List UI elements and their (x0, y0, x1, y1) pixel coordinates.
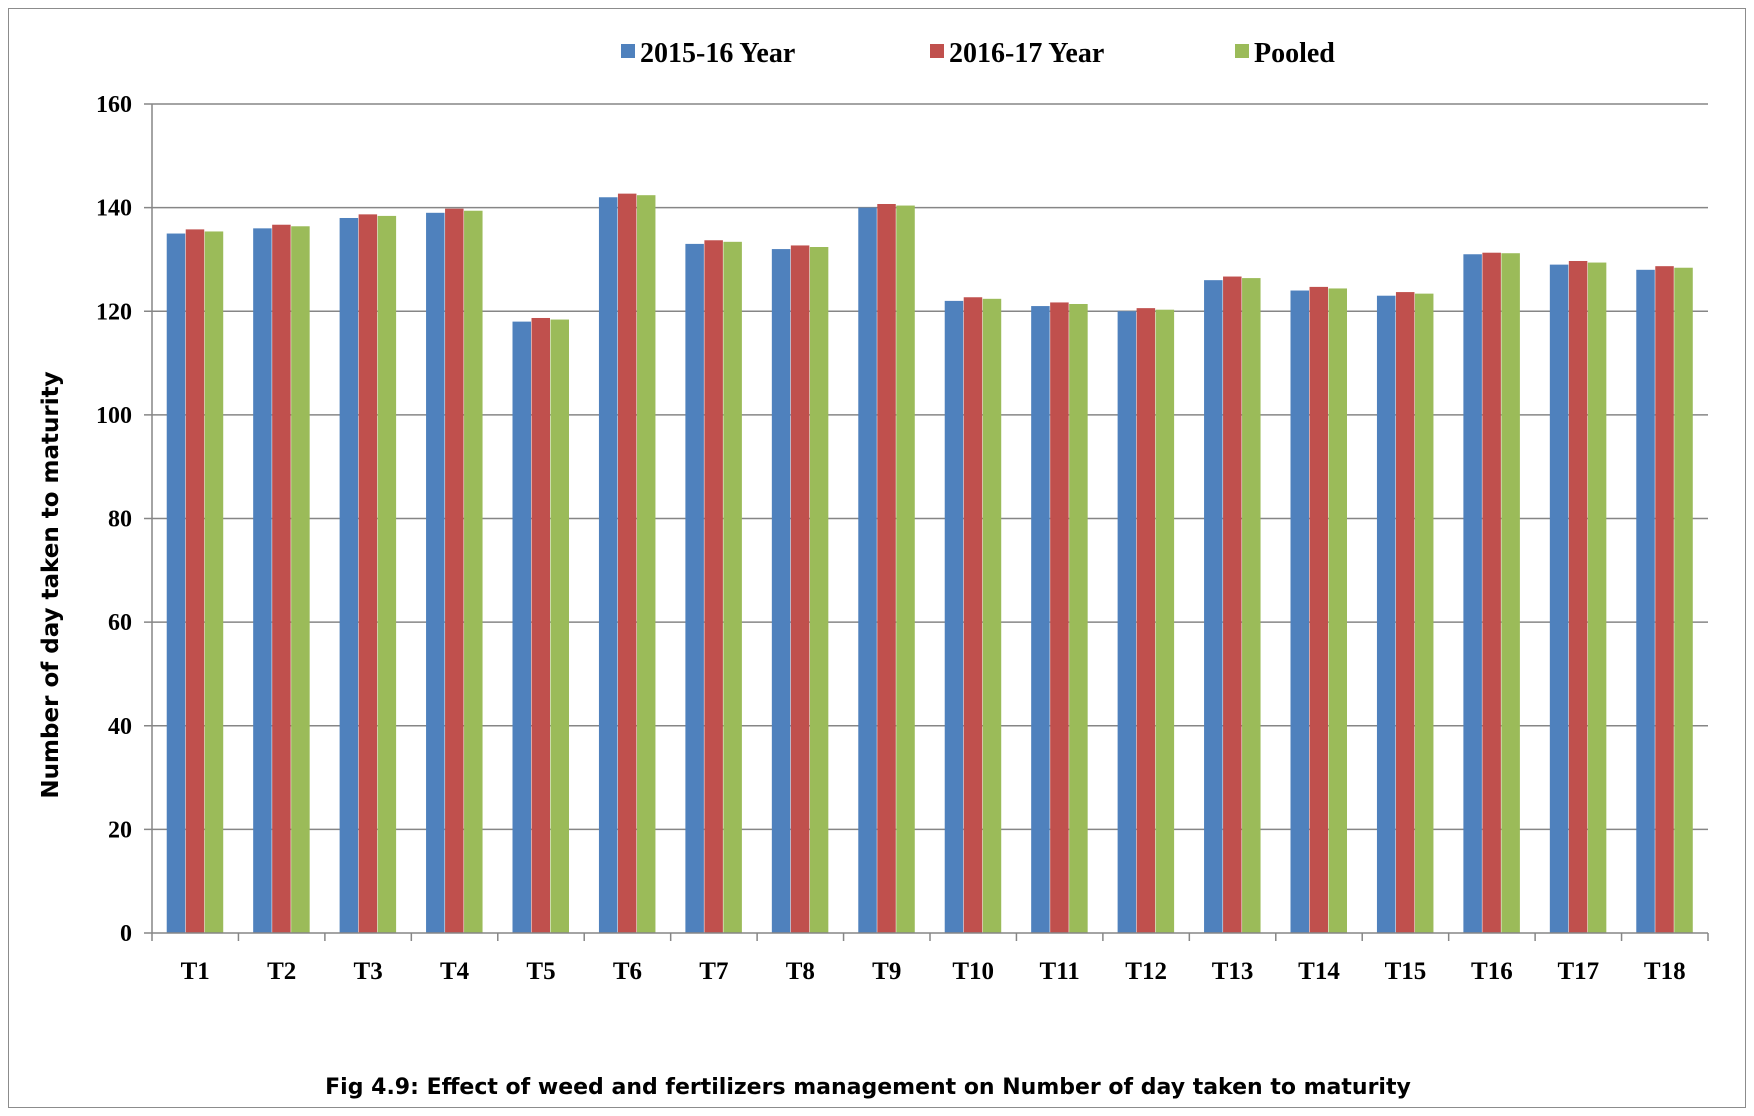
legend-label-series-2: 2016-17 Year (949, 38, 1104, 69)
bar-t3-series-2 (358, 214, 378, 934)
x-tick-label: T12 (1125, 958, 1167, 985)
x-tick-label: T2 (267, 958, 296, 985)
bar-t9-series-1 (858, 207, 877, 933)
bar-t9-series-2 (877, 203, 896, 934)
bar-t18-series-2 (1655, 266, 1674, 934)
x-tick-label: T13 (1212, 958, 1254, 985)
x-tick-labels: T1 T2 T3 T4 T5 T6 T7 T8 T9 T10 T11 T12 T13 T14 T15 T16 T… (181, 958, 1686, 985)
bar-t18-series-1 (1636, 269, 1655, 933)
bar-t15-series-1 (1376, 295, 1396, 933)
bar-t14-series-1 (1290, 290, 1309, 933)
x-tick-label: T4 (440, 958, 470, 985)
bar-t11-series-1 (1031, 306, 1050, 934)
x-tick-label: T3 (354, 958, 383, 985)
bar-t6-series-3 (636, 195, 656, 933)
legend-swatch-series-1 (621, 44, 635, 58)
x-tick-label: T18 (1644, 958, 1686, 985)
bar-t14-series-2 (1309, 286, 1328, 933)
bar-t8-series-2 (790, 245, 810, 933)
x-tick-label: T7 (699, 958, 728, 985)
bar-t17-series-3 (1587, 262, 1607, 933)
legend-swatch-series-2 (930, 44, 944, 58)
y-tick-label: 40 (108, 714, 132, 740)
y-tick-label: 60 (108, 610, 132, 636)
bar-t17-series-2 (1568, 260, 1588, 933)
bar-t7-series-1 (685, 243, 704, 934)
bar-t5-series-1 (512, 321, 531, 933)
x-tick-label: T17 (1557, 958, 1599, 985)
legend-label-series-3: Pooled (1254, 38, 1335, 69)
bar-t13-series-2 (1223, 276, 1242, 933)
bar-t10-series-1 (944, 300, 964, 933)
bar-t5-series-2 (531, 317, 550, 934)
x-tick-label: T8 (786, 958, 815, 985)
bar-t5-series-3 (550, 319, 569, 933)
bar-t17-series-1 (1549, 264, 1569, 933)
bar-t13-series-1 (1204, 280, 1223, 934)
y-tick-label: 20 (108, 817, 132, 843)
bar-t1-series-3 (204, 231, 224, 934)
bar-t2-series-2 (272, 224, 291, 933)
bars (166, 193, 1693, 934)
bar-t14-series-3 (1328, 288, 1347, 933)
bar-t16-series-1 (1463, 254, 1482, 934)
x-tick-label: T16 (1471, 958, 1513, 985)
bar-t16-series-3 (1501, 253, 1520, 934)
bar-t15-series-3 (1414, 293, 1434, 933)
x-tick-label: T10 (952, 958, 994, 985)
bar-t8-series-3 (809, 247, 829, 933)
bar-t11-series-2 (1050, 302, 1069, 933)
y-axis-title: Number of day taken to maturity (38, 371, 64, 798)
bar-t16-series-2 (1482, 252, 1501, 933)
legend: 2015-16 Year 2016-17 Year Pooled (621, 38, 1335, 69)
bar-t4-series-2 (445, 208, 464, 933)
bar-t7-series-2 (704, 240, 723, 934)
x-tick-label: T5 (526, 958, 555, 985)
y-tick-label: 100 (96, 403, 132, 429)
bar-t3-series-1 (339, 217, 359, 934)
bar-t6-series-1 (598, 197, 618, 933)
bar-t12-series-1 (1117, 311, 1137, 933)
x-tick-label: T1 (181, 958, 210, 985)
bar-t12-series-2 (1136, 308, 1156, 933)
bar-t10-series-3 (982, 298, 1002, 933)
bar-t9-series-3 (896, 205, 915, 934)
x-tick-label: T11 (1040, 958, 1080, 985)
legend-label-series-1: 2015-16 Year (640, 38, 795, 69)
bar-t11-series-3 (1069, 303, 1088, 934)
bar-t13-series-3 (1242, 278, 1261, 934)
bar-t7-series-3 (723, 241, 742, 934)
x-tick-label: T15 (1385, 958, 1427, 985)
x-tick-label: T6 (613, 958, 642, 985)
bar-t15-series-2 (1395, 292, 1415, 934)
bar-t8-series-1 (771, 249, 791, 933)
bar-t3-series-3 (377, 215, 397, 934)
y-tick-label: 140 (96, 196, 132, 222)
y-tick-label: 160 (96, 92, 132, 118)
bar-t18-series-3 (1674, 267, 1693, 933)
bar-t10-series-2 (963, 297, 983, 933)
y-tick-label: 80 (108, 507, 132, 533)
y-tick-label: 0 (120, 921, 132, 947)
bar-t6-series-2 (617, 193, 637, 933)
bar-t4-series-3 (464, 210, 483, 933)
x-tick-label: T9 (872, 958, 901, 985)
bar-t4-series-1 (426, 212, 445, 933)
bar-t1-series-2 (185, 229, 205, 934)
figure-caption: Fig 4.9: Effect of weed and fertilizers … (325, 1075, 1411, 1100)
bar-t2-series-3 (291, 226, 310, 934)
y-tick-label: 120 (96, 299, 132, 325)
bar-t1-series-1 (166, 233, 186, 933)
bar-t2-series-1 (253, 228, 272, 934)
legend-swatch-series-3 (1235, 44, 1249, 58)
axes (151, 104, 1709, 941)
gridlines (144, 103, 1708, 934)
x-tick-label: T14 (1298, 958, 1340, 985)
bar-t12-series-3 (1155, 309, 1175, 933)
y-tick-labels: 0 20 40 60 80 100 120 140 160 (96, 92, 132, 947)
